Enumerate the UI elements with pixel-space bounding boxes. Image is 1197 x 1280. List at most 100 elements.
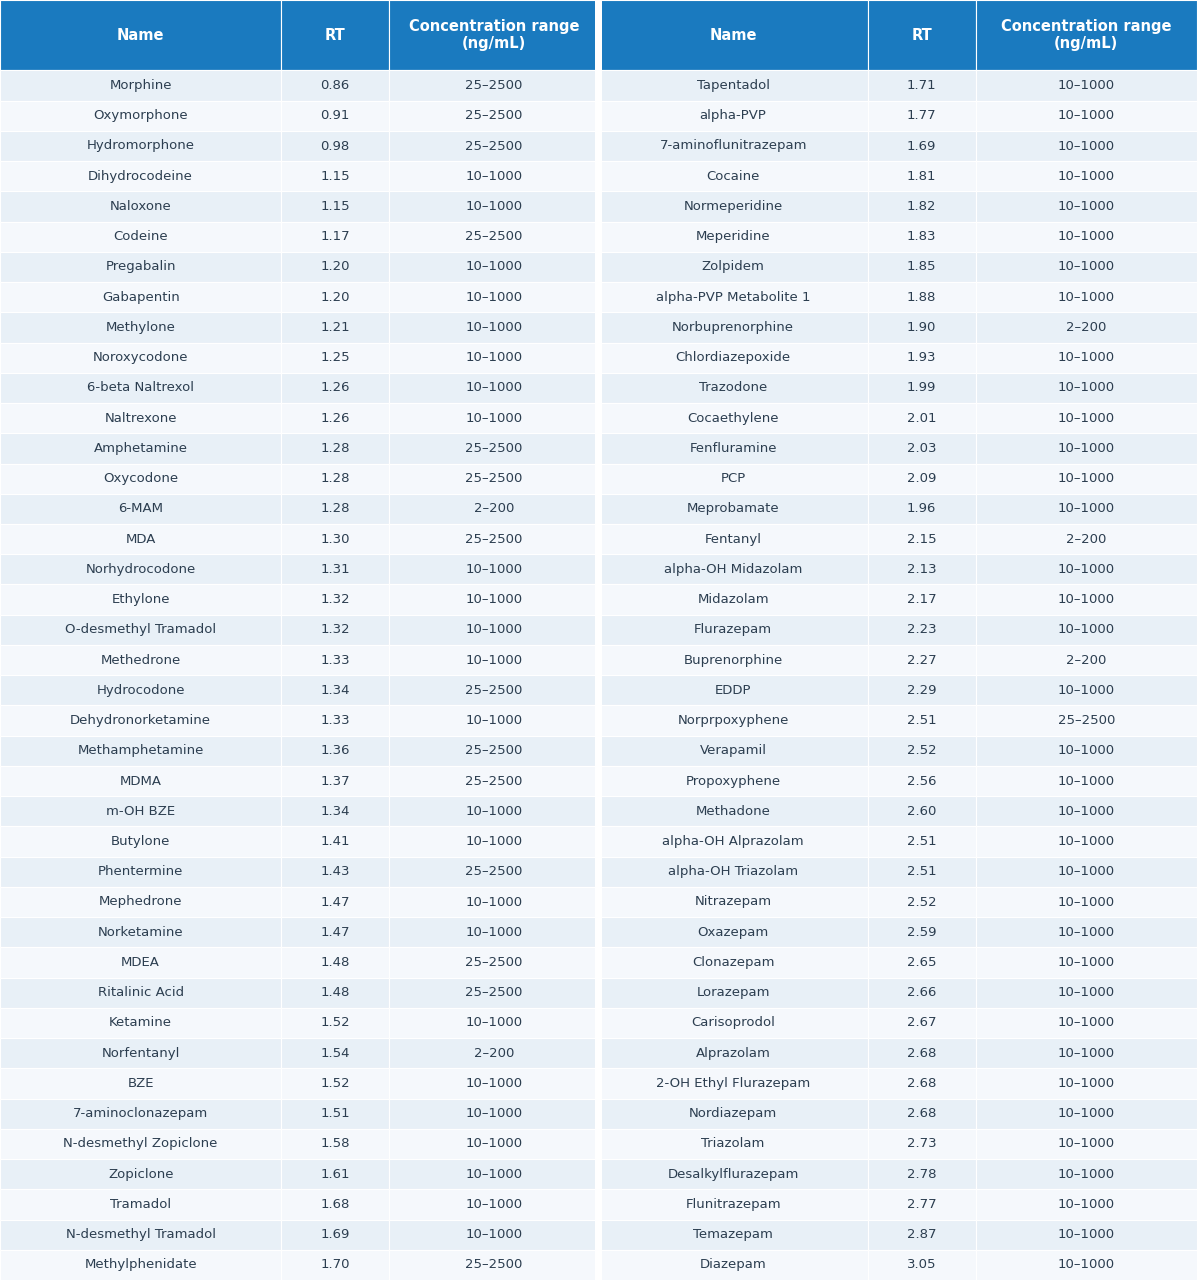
Text: 10–1000: 10–1000 (1058, 925, 1114, 938)
Text: Diazepam: Diazepam (700, 1258, 766, 1271)
FancyBboxPatch shape (389, 1220, 598, 1249)
Text: 1.61: 1.61 (321, 1167, 350, 1180)
Text: 1.30: 1.30 (321, 532, 350, 545)
FancyBboxPatch shape (389, 796, 598, 827)
Text: 2.73: 2.73 (907, 1138, 936, 1151)
FancyBboxPatch shape (976, 312, 1197, 343)
Text: RT: RT (324, 28, 346, 42)
FancyBboxPatch shape (598, 1160, 868, 1189)
FancyBboxPatch shape (868, 282, 976, 312)
FancyBboxPatch shape (0, 1249, 281, 1280)
Text: 2.78: 2.78 (907, 1167, 936, 1180)
FancyBboxPatch shape (598, 70, 868, 101)
Text: Concentration range
(ng/mL): Concentration range (ng/mL) (1001, 19, 1172, 51)
FancyBboxPatch shape (0, 192, 281, 221)
Text: 2.51: 2.51 (907, 714, 936, 727)
Text: Codeine: Codeine (114, 230, 168, 243)
Text: Ritalinic Acid: Ritalinic Acid (98, 986, 183, 1000)
FancyBboxPatch shape (281, 161, 389, 192)
FancyBboxPatch shape (0, 463, 281, 494)
FancyBboxPatch shape (976, 192, 1197, 221)
FancyBboxPatch shape (389, 645, 598, 676)
FancyBboxPatch shape (868, 705, 976, 736)
Text: alpha-PVP Metabolite 1: alpha-PVP Metabolite 1 (656, 291, 810, 303)
FancyBboxPatch shape (976, 765, 1197, 796)
FancyBboxPatch shape (389, 343, 598, 372)
FancyBboxPatch shape (868, 765, 976, 796)
Text: Propoxyphene: Propoxyphene (686, 774, 780, 787)
Text: 2.56: 2.56 (907, 774, 936, 787)
FancyBboxPatch shape (976, 1069, 1197, 1098)
FancyBboxPatch shape (281, 192, 389, 221)
FancyBboxPatch shape (389, 765, 598, 796)
FancyBboxPatch shape (0, 524, 281, 554)
Text: 10–1000: 10–1000 (466, 1167, 522, 1180)
Text: Methadone: Methadone (695, 805, 771, 818)
FancyBboxPatch shape (868, 1007, 976, 1038)
Text: 2.09: 2.09 (907, 472, 936, 485)
FancyBboxPatch shape (389, 676, 598, 705)
FancyBboxPatch shape (389, 463, 598, 494)
Text: 2.68: 2.68 (907, 1076, 936, 1091)
FancyBboxPatch shape (0, 221, 281, 252)
FancyBboxPatch shape (0, 1007, 281, 1038)
FancyBboxPatch shape (389, 585, 598, 614)
FancyBboxPatch shape (598, 1189, 868, 1220)
FancyBboxPatch shape (976, 645, 1197, 676)
Text: 10–1000: 10–1000 (466, 623, 522, 636)
Text: 25–2500: 25–2500 (466, 1258, 522, 1271)
FancyBboxPatch shape (868, 131, 976, 161)
Text: 25–2500: 25–2500 (466, 79, 522, 92)
FancyBboxPatch shape (281, 978, 389, 1007)
FancyBboxPatch shape (389, 705, 598, 736)
FancyBboxPatch shape (598, 1069, 868, 1098)
Text: 1.20: 1.20 (321, 260, 350, 274)
FancyBboxPatch shape (0, 887, 281, 916)
FancyBboxPatch shape (976, 705, 1197, 736)
FancyBboxPatch shape (976, 524, 1197, 554)
FancyBboxPatch shape (598, 585, 868, 614)
FancyBboxPatch shape (598, 343, 868, 372)
Text: 10–1000: 10–1000 (1058, 260, 1114, 274)
FancyBboxPatch shape (281, 614, 389, 645)
Text: 10–1000: 10–1000 (1058, 896, 1114, 909)
FancyBboxPatch shape (281, 1160, 389, 1189)
FancyBboxPatch shape (598, 494, 868, 524)
FancyBboxPatch shape (598, 463, 868, 494)
Text: PCP: PCP (721, 472, 746, 485)
Text: Gabapentin: Gabapentin (102, 291, 180, 303)
FancyBboxPatch shape (0, 403, 281, 433)
Text: Morphine: Morphine (109, 79, 172, 92)
FancyBboxPatch shape (389, 524, 598, 554)
Text: Pregabalin: Pregabalin (105, 260, 176, 274)
FancyBboxPatch shape (281, 372, 389, 403)
Text: 1.90: 1.90 (907, 321, 936, 334)
FancyBboxPatch shape (598, 796, 868, 827)
FancyBboxPatch shape (0, 101, 281, 131)
Text: 1.34: 1.34 (321, 684, 350, 696)
Text: 10–1000: 10–1000 (1058, 805, 1114, 818)
FancyBboxPatch shape (868, 947, 976, 978)
FancyBboxPatch shape (0, 131, 281, 161)
FancyBboxPatch shape (976, 614, 1197, 645)
Text: 1.99: 1.99 (907, 381, 936, 394)
Text: 1.54: 1.54 (321, 1047, 350, 1060)
Text: Concentration range
(ng/mL): Concentration range (ng/mL) (408, 19, 579, 51)
Text: 1.15: 1.15 (321, 200, 350, 212)
Text: 1.31: 1.31 (321, 563, 350, 576)
Text: 10–1000: 10–1000 (1058, 502, 1114, 516)
Text: 1.15: 1.15 (321, 170, 350, 183)
Text: 1.96: 1.96 (907, 502, 936, 516)
Text: 10–1000: 10–1000 (1058, 140, 1114, 152)
Text: Norketamine: Norketamine (98, 925, 183, 938)
Text: 10–1000: 10–1000 (466, 321, 522, 334)
Text: 1.69: 1.69 (907, 140, 936, 152)
FancyBboxPatch shape (598, 1098, 868, 1129)
FancyBboxPatch shape (868, 463, 976, 494)
FancyBboxPatch shape (0, 676, 281, 705)
Text: 10–1000: 10–1000 (466, 1076, 522, 1091)
FancyBboxPatch shape (389, 494, 598, 524)
Text: 10–1000: 10–1000 (1058, 230, 1114, 243)
FancyBboxPatch shape (976, 343, 1197, 372)
FancyBboxPatch shape (976, 1098, 1197, 1129)
